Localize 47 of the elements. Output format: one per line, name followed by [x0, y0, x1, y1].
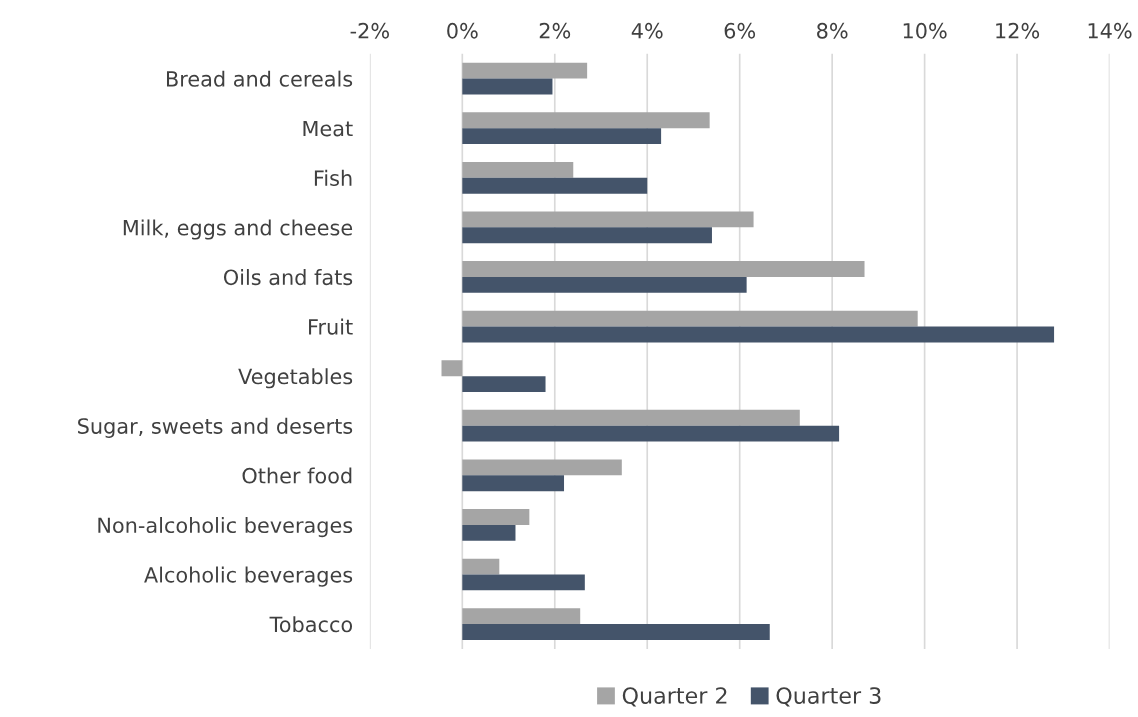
bar: [462, 261, 865, 277]
y-tick-label: Alcoholic beverages: [144, 566, 353, 587]
y-tick-label: Vegetables: [238, 368, 353, 389]
y-tick-label: Fish: [314, 169, 352, 186]
bar: [462, 558, 500, 575]
bar: [462, 409, 800, 426]
bar: [462, 161, 574, 178]
y-tick-label: Oils and fats: [223, 269, 353, 286]
y-tick-label: Non-alcoholic beverages: [98, 516, 353, 538]
bar: [462, 310, 918, 327]
bar: [462, 624, 770, 640]
bar: [462, 128, 662, 145]
bar: [462, 459, 622, 476]
bar: [462, 574, 585, 591]
legend-label: Quarter 2: [622, 687, 727, 707]
bar: [462, 177, 648, 194]
bar: [462, 211, 754, 228]
x-tick-label: 8%: [817, 22, 848, 39]
y-tick-label: Other food: [242, 467, 352, 484]
bar: [462, 78, 553, 95]
bar: [462, 276, 747, 293]
x-tick-label: 2%: [539, 22, 571, 39]
x-tick-label: 14%: [1088, 22, 1132, 39]
x-tick-label: 10%: [903, 22, 947, 39]
bar: [462, 326, 1055, 343]
x-tick-label: -2%: [350, 22, 389, 39]
y-tick-label: Tobacco: [269, 616, 353, 633]
bar: [462, 509, 530, 525]
bar: [462, 608, 581, 625]
bar: [462, 524, 516, 541]
y-tick-label: Bread and cereals: [166, 70, 353, 87]
y-tick-label: Fruit: [309, 318, 353, 335]
legend-label: Quarter 3: [776, 687, 881, 707]
bar: [462, 227, 712, 244]
bar: [462, 62, 588, 79]
y-tick-label: Milk, eggs and cheese: [123, 219, 353, 240]
x-tick-label: 6%: [724, 22, 756, 39]
x-tick-label: 12%: [996, 22, 1040, 39]
x-tick-label: 0%: [447, 22, 478, 39]
bar: [441, 360, 463, 377]
bar: [462, 425, 840, 442]
bar: [462, 112, 710, 129]
x-tick-label: 4%: [631, 22, 663, 39]
y-tick-label: Sugar, sweets and deserts: [78, 417, 353, 438]
bar: [462, 475, 565, 492]
bar: [462, 376, 546, 392]
y-tick-label: Meat: [303, 120, 353, 137]
